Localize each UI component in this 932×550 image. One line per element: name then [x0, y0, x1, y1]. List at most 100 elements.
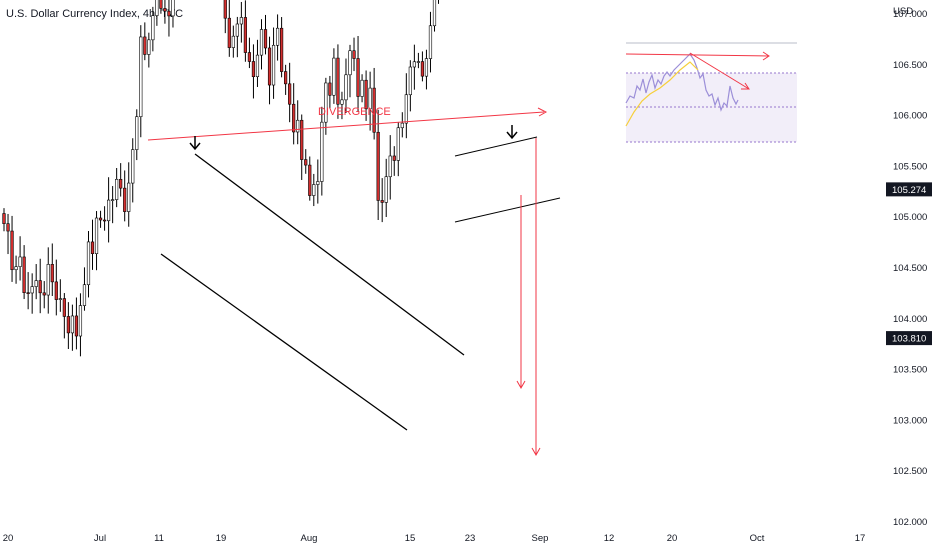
channel-upper-line[interactable] [194, 153, 465, 356]
candle-body [312, 184, 316, 196]
candle [74, 297, 79, 350]
price-badge-bg [886, 331, 932, 346]
price-tick-label: 104.500 [893, 263, 927, 274]
wedge-lower-line[interactable] [454, 197, 561, 223]
candle-body [388, 155, 392, 178]
candle [167, 0, 171, 37]
candle [275, 14, 280, 61]
candle-body [74, 315, 79, 337]
candle-body [127, 182, 131, 212]
candle-body [284, 71, 288, 85]
time-tick-label: 19 [216, 533, 227, 544]
candle [171, 0, 175, 28]
inset-analog[interactable] [625, 42, 797, 143]
candle [356, 35, 360, 113]
candle [312, 173, 316, 207]
candle [412, 44, 416, 90]
candle-body [352, 50, 356, 59]
candle-body [296, 119, 300, 133]
time-tick-label: Sep [532, 533, 549, 544]
candle-body [46, 264, 50, 296]
candle [384, 158, 388, 218]
candle-body [344, 74, 348, 101]
candle [223, 0, 227, 34]
candle-body [111, 199, 115, 201]
candle-body [102, 219, 107, 222]
candle-body [396, 127, 400, 161]
candle-body [171, 0, 175, 17]
candle-body [151, 15, 155, 41]
candle [376, 109, 380, 221]
candle [408, 60, 412, 112]
candle [404, 73, 408, 139]
price-tick-label: 107.000 [893, 9, 927, 20]
candle-body [408, 66, 412, 96]
candle [10, 215, 14, 282]
candle-body [62, 298, 66, 317]
candle [18, 236, 22, 281]
divergence-arrowhead [537, 107, 548, 117]
time-tick-label: Jul [94, 533, 106, 544]
candle-body [147, 39, 151, 55]
candle [90, 219, 95, 270]
candle-body [259, 29, 264, 56]
candle-body [34, 280, 38, 287]
price-tick-label: 103.000 [893, 415, 927, 426]
candle-body [14, 266, 18, 271]
candle [115, 168, 119, 208]
candle [6, 213, 10, 255]
divergence-line[interactable] [147, 111, 545, 141]
time-tick-label: 20 [3, 533, 14, 544]
candle [396, 122, 400, 177]
candle-body [416, 61, 420, 63]
divergence-label: DIVERGENCE [318, 106, 391, 118]
candle-body [22, 256, 26, 293]
candle-body [2, 213, 6, 224]
candle-body [424, 58, 429, 77]
candle [424, 49, 429, 90]
candle-body [255, 54, 260, 78]
candle-body [348, 50, 352, 76]
candle [155, 0, 159, 26]
candle [139, 25, 143, 138]
time-axis[interactable]: 20 Jul 11 19 Aug 15 23 Sep 12 20 Oct 17 [3, 533, 866, 544]
candle [344, 58, 348, 114]
candle [66, 302, 70, 349]
candle [119, 163, 123, 197]
candle [147, 32, 151, 68]
candle-body [70, 315, 74, 334]
candle [22, 245, 26, 300]
candle-body [243, 17, 247, 53]
candle [267, 36, 272, 105]
candle [231, 25, 235, 58]
candle-body [139, 36, 143, 118]
price-tick-label: 102.500 [893, 466, 927, 477]
candle [98, 210, 103, 228]
time-tick-label: 20 [667, 533, 678, 544]
candle-body [26, 292, 30, 294]
channel-lower-line[interactable] [160, 253, 408, 431]
candle [348, 44, 352, 98]
candle-body [356, 58, 360, 97]
wedge-upper-line[interactable] [454, 136, 538, 157]
currency-label: USD [893, 6, 913, 17]
candle-body [10, 230, 14, 271]
candle-body [223, 0, 227, 19]
candle-body [107, 199, 111, 222]
candle [304, 149, 308, 174]
target-arrow-2-icon [531, 138, 541, 457]
price-tick-label: 102.000 [893, 517, 927, 528]
candle-body [368, 87, 372, 110]
candle [263, 14, 268, 55]
inset-average-line [625, 61, 699, 127]
candle [400, 112, 404, 138]
candle [247, 37, 252, 69]
candle-body [227, 17, 231, 48]
price-axis[interactable]: 102.000 102.500 103.000 103.500 104.000 104.5… [893, 0, 927, 528]
candle [135, 109, 139, 161]
candle-body [392, 155, 396, 161]
candle-body [360, 79, 364, 97]
candle-body [428, 25, 433, 59]
candle [102, 206, 107, 231]
